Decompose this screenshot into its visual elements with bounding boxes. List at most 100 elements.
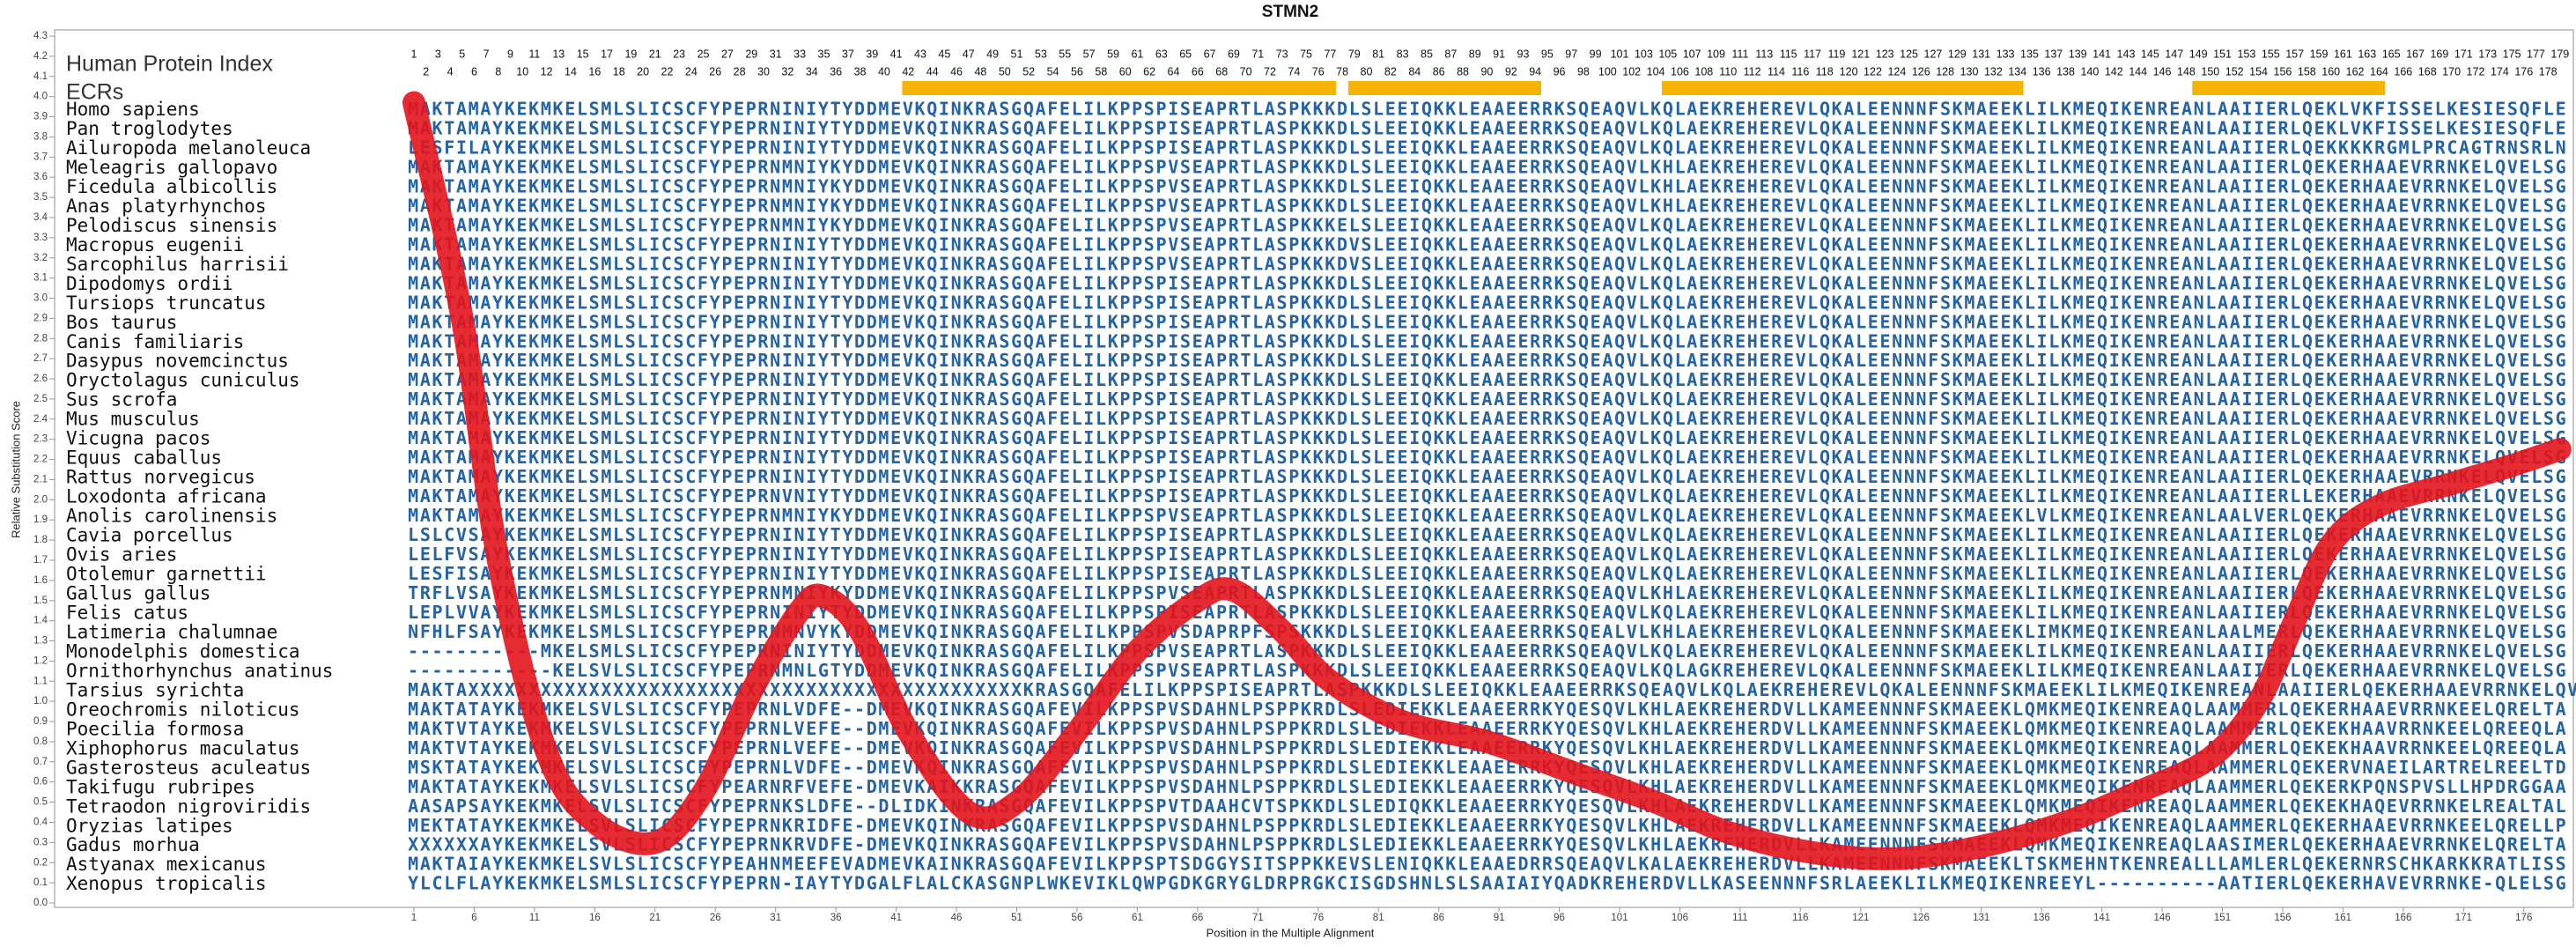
sequence: MAKTAMAYKEKMKELSMLSLICSCFYPEPRNINIYTYDDM… xyxy=(408,272,2566,293)
sequence: MAKTAMAYKEKMKELSMLSLICSCFYPEPRNMNIYKYDDM… xyxy=(408,214,2566,235)
human-index: 79 xyxy=(1348,48,1361,60)
human-index: 59 xyxy=(1107,48,1119,60)
species-name: Pan troglodytes xyxy=(66,118,233,139)
human-index: 80 xyxy=(1361,65,1373,78)
human-index: 109 xyxy=(1707,48,1725,60)
species-name: Dasypus novemcinctus xyxy=(66,351,289,372)
human-index: 47 xyxy=(963,48,975,60)
human-index: 114 xyxy=(1768,65,1785,78)
species-name: Loxodonta africana xyxy=(66,486,267,507)
human-index: 44 xyxy=(926,65,939,78)
human-index: 172 xyxy=(2467,65,2485,78)
human-index: 162 xyxy=(2346,65,2365,78)
human-index: 108 xyxy=(1694,65,1713,78)
y-tick-label: 0.3 xyxy=(33,837,48,847)
sequence: MAKTAMAYKEKMKELSMLSLICSCFYPEPRNINIYTYDDM… xyxy=(408,311,2566,332)
x-tick-label: 16 xyxy=(589,913,601,923)
sequence: MAKTAMAYKEKMKELSMLSLICSCFYPEPRNINIYTYDDM… xyxy=(408,466,2566,487)
y-tick-label: 0.1 xyxy=(33,877,48,888)
sequence: YLCLFLAYKEKMKELSMLSLICSCFYPEPRN-IAYTYDGA… xyxy=(408,873,2566,894)
human-index: 168 xyxy=(2418,65,2437,78)
human-index: 38 xyxy=(854,65,867,78)
human-index: 67 xyxy=(1204,48,1216,60)
y-tick-label: 2.0 xyxy=(33,494,48,505)
x-tick-label: 26 xyxy=(710,913,721,923)
species-name: Ornithorhynchus anatinus xyxy=(66,660,333,681)
human-index: 155 xyxy=(2262,48,2280,60)
human-index: 163 xyxy=(2358,48,2376,60)
human-index: 157 xyxy=(2285,48,2304,60)
ecr-label: ECRs xyxy=(66,80,123,105)
human-index: 132 xyxy=(1984,65,2003,78)
human-index: 147 xyxy=(2165,48,2183,60)
species-name: Rattus norvegicus xyxy=(66,467,255,488)
species-name: Oryctolagus cuniculus xyxy=(66,370,300,391)
y-tick-label: 2.7 xyxy=(33,353,48,364)
species-name: Equus caballus xyxy=(66,448,222,469)
species-name: Macropus eugenii xyxy=(66,234,244,255)
human-index: 139 xyxy=(2069,48,2087,60)
human-index: 17 xyxy=(601,48,613,60)
species-name: Oryzias latipes xyxy=(66,815,233,836)
sequence: TRFLVSAYKEKMKELSMLSLICSCFYPEPRNMNIYKYDDM… xyxy=(408,582,2566,603)
human-index: 31 xyxy=(770,48,782,60)
x-tick-label: 131 xyxy=(1973,913,1989,923)
sequence: MAKTAMAYKEKMKELSMLSLICSCFYPEPRNVNIYTYDDM… xyxy=(408,485,2566,507)
species-name: Monodelphis domestica xyxy=(66,640,300,662)
human-index: 40 xyxy=(878,65,890,78)
y-tick-label: 2.6 xyxy=(33,374,48,384)
human-index: 153 xyxy=(2237,48,2255,60)
human-index: 174 xyxy=(2491,65,2509,78)
human-index: 48 xyxy=(974,65,986,78)
human-index: 42 xyxy=(902,65,914,78)
human-index: 116 xyxy=(1791,65,1809,78)
human-index: 110 xyxy=(1719,65,1737,78)
human-index: 113 xyxy=(1755,48,1773,60)
human-index: 63 xyxy=(1155,48,1168,60)
species-name: Bos taurus xyxy=(66,312,177,333)
species-name: Pelodiscus sinensis xyxy=(66,215,277,236)
x-tick-label: 101 xyxy=(1611,913,1628,923)
x-tick-label: 91 xyxy=(1494,913,1505,923)
human-index: 3 xyxy=(435,48,441,60)
y-tick-label: 0.5 xyxy=(33,797,48,808)
x-tick-label: 136 xyxy=(2033,913,2050,923)
human-index: 53 xyxy=(1035,48,1047,60)
human-index: 98 xyxy=(1577,65,1590,78)
human-index: 107 xyxy=(1683,48,1701,60)
y-tick-label: 1.2 xyxy=(33,655,48,666)
human-index: 117 xyxy=(1804,48,1821,60)
y-tick-label: 0.9 xyxy=(33,716,48,727)
y-tick-label: 0.2 xyxy=(33,857,48,868)
human-index: 123 xyxy=(1876,48,1894,60)
human-index: 99 xyxy=(1590,48,1602,60)
sequence: XXXXXXAYKEKMKELSVLSLICSCFYPEPRNKRVDFE-DM… xyxy=(408,834,2566,855)
y-tick-label: 1.5 xyxy=(33,596,48,606)
x-tick-label: 56 xyxy=(1072,913,1083,923)
x-tick-label: 126 xyxy=(1913,913,1930,923)
y-tick-label: 1.8 xyxy=(33,535,48,545)
sequence: MAKTAMAYKEKMKELSMLSLICSCFYPEPRNINIYTYDDM… xyxy=(408,292,2566,313)
species-name: Takifugu rubripes xyxy=(66,776,255,797)
human-index: 22 xyxy=(661,65,674,78)
y-tick-label: 0.4 xyxy=(33,817,48,827)
human-index: 106 xyxy=(1671,65,1689,78)
y-tick-label: 3.7 xyxy=(33,152,48,162)
human-index: 177 xyxy=(2527,48,2545,60)
human-index: 126 xyxy=(1912,65,1930,78)
human-index: 150 xyxy=(2201,65,2219,78)
sequence: MAKTAMAYKEKMKELSMLSLICSCFYPEPRNMNIYKYDDM… xyxy=(408,195,2566,216)
human-index: 64 xyxy=(1168,65,1180,78)
y-tick-label: 1.9 xyxy=(33,514,48,525)
y-tick-label: 3.4 xyxy=(33,212,48,223)
y-tick-label: 2.4 xyxy=(33,414,48,425)
y-axis-label: Relative Substitution Score xyxy=(9,401,22,538)
human-index: 134 xyxy=(2008,65,2026,78)
species-name: Ailuropoda melanoleuca xyxy=(66,137,311,159)
x-tick-label: 36 xyxy=(830,913,842,923)
y-tick-label: 0.7 xyxy=(33,757,48,767)
y-tick-label: 1.0 xyxy=(33,696,48,707)
y-tick-label: 3.3 xyxy=(33,233,48,243)
human-index: 28 xyxy=(734,65,746,78)
y-tick-label: 2.8 xyxy=(33,333,48,344)
